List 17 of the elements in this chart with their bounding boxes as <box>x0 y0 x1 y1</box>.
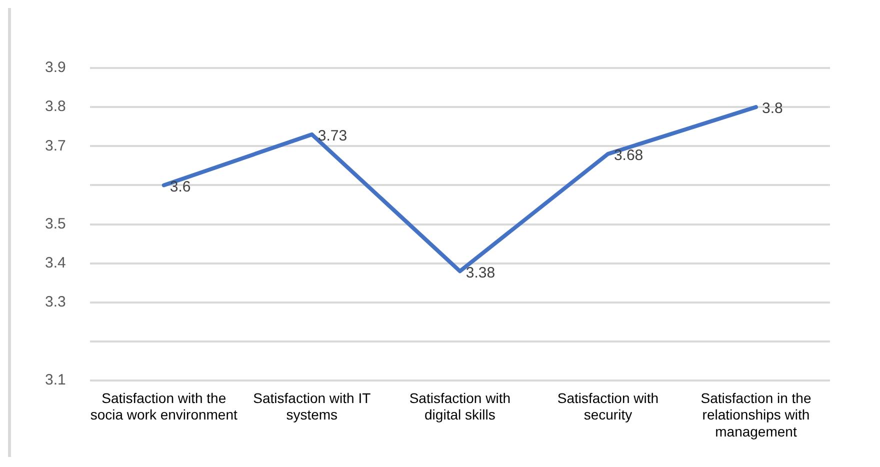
data-label: 3.6 <box>170 178 191 196</box>
x-tick-label: Satisfaction with the socia work environment <box>90 390 238 423</box>
y-tick-label: 3.1 <box>44 372 66 389</box>
y-tick-label: 3.3 <box>44 294 66 311</box>
x-tick-label: Satisfaction with IT systems <box>253 390 372 423</box>
y-tick-label: 3.9 <box>44 59 66 76</box>
y-tick-label: 3.5 <box>44 215 66 232</box>
data-label: 3.68 <box>614 147 644 164</box>
x-tick-label: Satisfaction with security <box>557 390 659 423</box>
data-label: 3.8 <box>762 100 783 118</box>
data-label: 3.73 <box>318 128 348 145</box>
y-tick-label: 3.4 <box>44 254 66 272</box>
y-tick-label: 3.7 <box>44 137 66 154</box>
x-tick-label: Satisfaction with digital skills <box>409 390 511 423</box>
data-label: 3.38 <box>466 264 496 282</box>
x-tick-label: Satisfaction in the relationships with management <box>700 390 812 440</box>
y-tick-label: 3.8 <box>44 98 66 116</box>
